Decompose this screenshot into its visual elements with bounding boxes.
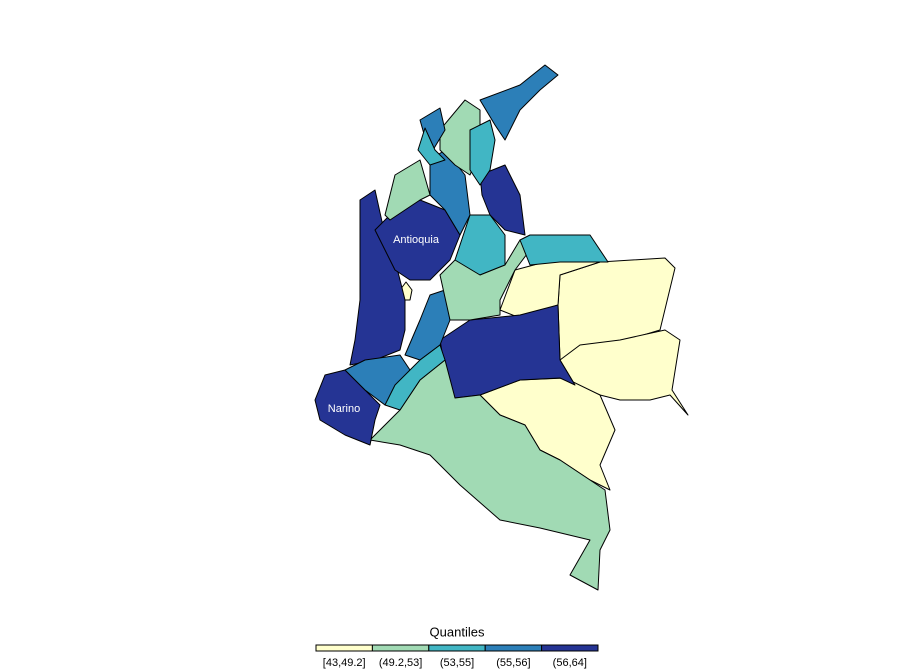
region-label: Antioquia bbox=[393, 234, 440, 246]
region bbox=[369, 359, 611, 591]
legend-swatch bbox=[484, 644, 543, 652]
legend-label: (56,64] bbox=[553, 657, 587, 669]
region bbox=[417, 127, 446, 166]
legend-label: (53,55] bbox=[440, 657, 474, 669]
legend-swatch bbox=[428, 644, 486, 652]
region bbox=[469, 119, 496, 186]
region bbox=[384, 344, 446, 411]
region bbox=[439, 239, 531, 321]
legend-title: Quantiles bbox=[430, 624, 485, 639]
region bbox=[479, 164, 526, 236]
legend-swatch bbox=[371, 644, 430, 652]
legend-label: [43,49.2] bbox=[323, 657, 366, 669]
region-label: Narino bbox=[328, 403, 360, 415]
legend-label: (49.2,53] bbox=[379, 657, 422, 669]
region bbox=[479, 64, 559, 141]
legend-swatch bbox=[315, 644, 373, 652]
region bbox=[519, 234, 609, 266]
regions bbox=[314, 64, 689, 591]
legend-label: (55,56] bbox=[496, 657, 530, 669]
legend-swatch bbox=[541, 644, 599, 652]
legend: [43,49.2] (49.2,53] (53,55] (55,56] (56,64] bbox=[315, 644, 599, 669]
